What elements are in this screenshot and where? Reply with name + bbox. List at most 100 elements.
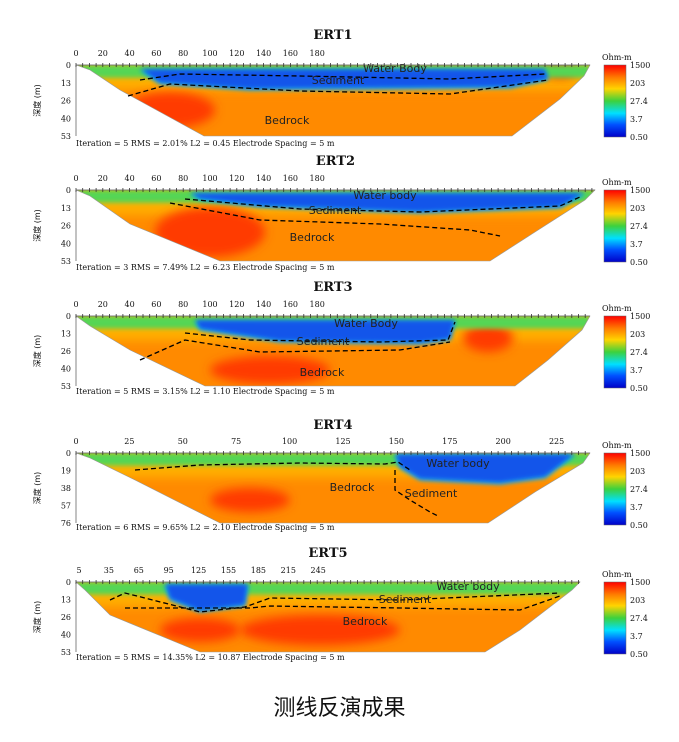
layer-label: Bedrock <box>330 481 375 494</box>
y-tick-label: 53 <box>61 132 71 141</box>
bedrock-boundary <box>125 595 561 611</box>
y-tick-label: 76 <box>61 519 71 528</box>
x-tick-label: 140 <box>256 49 271 58</box>
x-tick-label: 100 <box>202 174 217 183</box>
x-tick-label: 120 <box>229 174 244 183</box>
bedrock-zone <box>76 214 595 261</box>
x-tick-label: 140 <box>256 174 271 183</box>
x-tick-label: 160 <box>283 174 298 183</box>
x-tick-label: 180 <box>310 174 325 183</box>
x-tick-label: 20 <box>98 49 108 58</box>
x-tick-label: 140 <box>256 300 271 309</box>
y-tick-label: 57 <box>61 502 71 511</box>
inversion-stats: Iteration = 5 RMS = 2.01% L2 = 0.45 Elec… <box>76 139 335 148</box>
x-tick-label: 50 <box>178 437 188 446</box>
section-outline <box>75 581 581 653</box>
sediment-top-boundary <box>139 73 546 81</box>
high-resistivity-zone <box>210 356 330 384</box>
colorbar-tick-label: 0.50 <box>630 384 648 393</box>
sediment-top-boundary <box>109 592 561 613</box>
x-tick-label: 150 <box>389 437 404 446</box>
x-tick-label: 160 <box>283 300 298 309</box>
resistivity-section <box>76 65 590 136</box>
y-tick-label: 0 <box>66 186 71 195</box>
colorbar-tick-label: 203 <box>630 204 645 213</box>
x-tick-label: 120 <box>229 49 244 58</box>
layer-label: Sediment <box>309 204 362 217</box>
y-tick-label: 26 <box>61 613 71 622</box>
x-tick-label: 175 <box>442 437 457 446</box>
y-tick-label: 26 <box>61 347 71 356</box>
y-tick-label: 38 <box>61 484 71 493</box>
layer-label: Bedrock <box>265 114 310 127</box>
y-tick-label: 40 <box>61 631 71 640</box>
x-tick-label: 60 <box>151 300 161 309</box>
x-tick-label: 100 <box>202 300 217 309</box>
y-tick-label: 26 <box>61 97 71 106</box>
sediment-top-boundary <box>134 461 411 471</box>
bedrock-boundary <box>139 339 451 361</box>
figure-caption: 测线反演成果 <box>273 696 406 721</box>
colorbar-tick-label: 0.50 <box>630 650 648 659</box>
panel-title: ERT1 <box>313 28 352 43</box>
colorbar <box>603 581 627 655</box>
colorbar-tick-label: 0.50 <box>630 521 648 530</box>
x-tick-label: 100 <box>202 49 217 58</box>
colorbar-tick-label: 3.7 <box>630 366 643 375</box>
colorbar-tick-label: 27.4 <box>630 348 648 357</box>
x-tick-label: 60 <box>151 49 161 58</box>
colorbar-unit: Ohm-m <box>602 570 632 579</box>
water-zone <box>165 584 248 611</box>
y-tick-label: 0 <box>66 578 71 587</box>
x-tick-label: 25 <box>124 437 134 446</box>
x-tick-label: 75 <box>231 437 241 446</box>
bedrock-boundary <box>394 470 439 517</box>
layer-label: Sediment <box>379 593 432 606</box>
layer-label: Water body <box>426 457 490 470</box>
x-tick-label: 125 <box>335 437 350 446</box>
layer-label: Bedrock <box>300 366 345 379</box>
resistivity-section <box>76 316 590 386</box>
colorbar-tick-label: 27.4 <box>630 97 648 106</box>
x-tick-label: 225 <box>549 437 564 446</box>
colorbar-tick-label: 1500 <box>630 186 650 195</box>
colorbar <box>603 315 627 389</box>
colorbar-tick-label: 203 <box>630 467 645 476</box>
x-tick-label: 120 <box>229 300 244 309</box>
y-tick-label: 40 <box>61 239 71 248</box>
y-tick-label: 13 <box>61 330 71 339</box>
high-resistivity-zone <box>160 618 240 642</box>
x-tick-label: 40 <box>125 49 135 58</box>
y-tick-label: 13 <box>61 204 71 213</box>
high-resistivity-zone <box>125 92 215 128</box>
x-tick-label: 80 <box>178 49 188 58</box>
inversion-stats: Iteration = 3 RMS = 7.49% L2 = 6.23 Elec… <box>76 263 335 272</box>
y-tick-label: 40 <box>61 365 71 374</box>
colorbar-tick-label: 27.4 <box>630 485 648 494</box>
layer-label: Bedrock <box>290 231 335 244</box>
y-axis-label: 深度 (m) <box>32 209 42 242</box>
high-resistivity-zone <box>463 324 513 352</box>
section-outline <box>75 189 596 262</box>
layer-label: Water body <box>436 580 500 593</box>
resistivity-section <box>76 582 580 652</box>
x-tick-label: 35 <box>104 566 114 575</box>
y-tick-label: 53 <box>61 648 71 657</box>
layer-label: Sediment <box>297 335 350 348</box>
y-tick-label: 40 <box>61 114 71 123</box>
x-tick-label: 40 <box>125 174 135 183</box>
sediment-top-boundary <box>184 196 581 213</box>
y-tick-label: 0 <box>66 61 71 70</box>
colorbar-tick-label: 1500 <box>630 449 650 458</box>
x-tick-label: 0 <box>73 300 78 309</box>
panel-title: ERT3 <box>313 280 352 295</box>
panel-title: ERT5 <box>308 546 347 561</box>
section-outline <box>75 315 591 387</box>
colorbar-tick-label: 1500 <box>630 312 650 321</box>
water-zone <box>195 320 455 343</box>
colorbar <box>603 452 627 526</box>
inversion-stats: Iteration = 6 RMS = 9.65% L2 = 2.10 Elec… <box>76 523 335 532</box>
section-outline <box>75 64 591 137</box>
